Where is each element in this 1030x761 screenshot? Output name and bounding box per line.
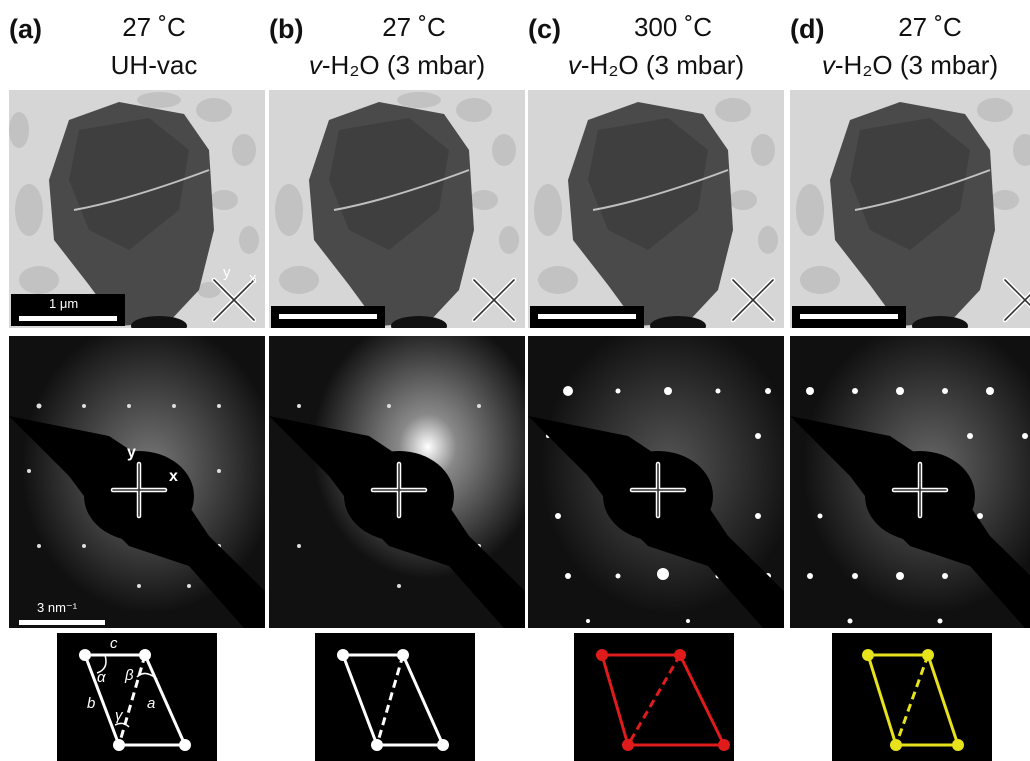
lattice-diagram-b (315, 633, 475, 761)
panel-a-condition: UH-vac (110, 50, 198, 80)
diffraction-image-a: 3 nm⁻¹ y x (9, 336, 265, 628)
panel-c-label: (c) (528, 14, 561, 44)
tem-scale-label: 1 μm (49, 296, 79, 311)
panel-c: (c) 300 ˚C v-H₂O (3 mbar) (528, 0, 784, 761)
lattice-diagram-c (574, 633, 734, 761)
lattice-diagram-a: c α β b γ a (57, 633, 217, 761)
tem-image-d (790, 90, 1030, 328)
panel-d: (d) 27 ˚C v-H₂O (3 mbar) (790, 0, 1030, 761)
panel-b-temperature: 27 ˚C (382, 12, 446, 42)
condition-suffix: -H₂O (3 mbar) (834, 50, 999, 80)
diffraction-axis-x: x (169, 468, 178, 485)
diffraction-axis-y: y (127, 444, 136, 461)
tem-axis-x: x (249, 270, 257, 287)
condition-prefix: v (308, 50, 322, 80)
condition-suffix: -H₂O (3 mbar) (580, 50, 745, 80)
lattice-label-alpha: α (97, 669, 106, 686)
tem-image-a: 1 μm y x (9, 90, 265, 328)
lattice-label-b: b (87, 695, 96, 712)
panel-c-condition: v-H₂O (3 mbar) (528, 52, 784, 78)
tem-image-c (528, 90, 784, 328)
diffraction-image-c (528, 336, 784, 628)
panel-a-label: (a) (9, 14, 42, 44)
panel-d-label: (d) (790, 14, 825, 44)
lattice-label-gamma: γ (115, 707, 123, 724)
lattice-label-a: a (147, 695, 156, 712)
lattice-label-c: c (110, 635, 118, 652)
diffraction-image-b (269, 336, 525, 628)
panel-a: (a) 27 ˚C UH-vac 1 μm (9, 0, 265, 761)
tem-image-b (269, 90, 525, 328)
panel-d-condition: v-H₂O (3 mbar) (790, 52, 1030, 78)
diffraction-image-d (790, 336, 1030, 628)
panel-c-temperature: 300 ˚C (633, 12, 713, 42)
tem-axis-y: y (223, 264, 231, 281)
panel-b-condition: v-H₂O (3 mbar) (269, 52, 525, 78)
condition-suffix: -H₂O (3 mbar) (321, 50, 486, 80)
condition-prefix: v (821, 50, 835, 80)
panel-a-temperature: 27 ˚C (122, 12, 186, 42)
panel-b-label: (b) (269, 14, 304, 44)
lattice-label-beta: β (125, 667, 134, 684)
panel-b: (b) 27 ˚C v-H₂O (3 mbar) (269, 0, 525, 761)
diffraction-scale-label: 3 nm⁻¹ (37, 600, 78, 615)
condition-prefix: v (567, 50, 581, 80)
lattice-diagram-d (832, 633, 992, 761)
panel-d-temperature: 27 ˚C (898, 12, 962, 42)
